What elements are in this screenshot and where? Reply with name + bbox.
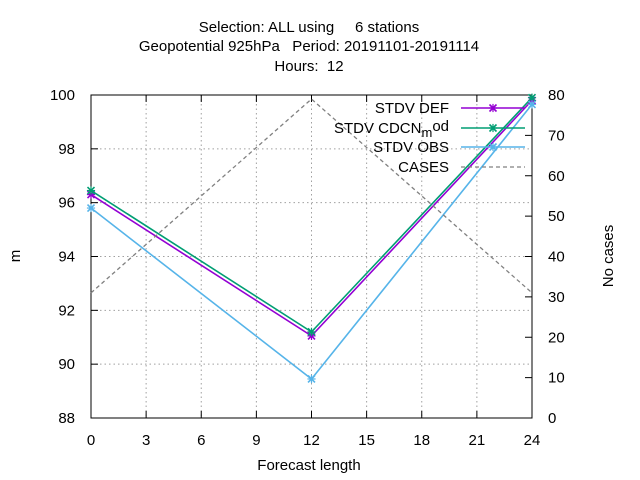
series-marker xyxy=(488,103,498,113)
y2-tick-label: 50 xyxy=(548,208,565,225)
chart-title: Selection: ALL using 6 stations Geopoten… xyxy=(139,19,479,75)
x-tick-label: 9 xyxy=(252,432,260,449)
gridlines xyxy=(91,95,532,418)
y2-tick-label: 20 xyxy=(548,329,565,346)
series-marker xyxy=(86,186,96,195)
y-axis: 88 90 92 94 96 98 100 xyxy=(50,87,98,427)
x-tick-label: 0 xyxy=(87,432,95,449)
series-marker xyxy=(527,93,537,102)
y2-tick-label: 30 xyxy=(548,289,565,306)
title-line-1: Selection: ALL using 6 stations xyxy=(199,19,419,36)
y2-tick-label: 10 xyxy=(548,370,565,387)
legend-label: STDV DEF xyxy=(375,100,449,117)
legend-label: STDV CDCNmod xyxy=(334,118,449,140)
x-tick-label: 15 xyxy=(358,432,375,449)
y-tick-label: 88 xyxy=(58,410,75,427)
y2-tick-label: 70 xyxy=(548,127,565,144)
series-marker xyxy=(307,327,316,336)
y2-tick-label: 0 xyxy=(548,410,556,427)
y-tick-label: 96 xyxy=(58,195,75,212)
y-tick-label: 98 xyxy=(58,141,75,158)
x-tick-label: 3 xyxy=(142,432,150,449)
series-marker xyxy=(488,123,498,133)
legend-label: STDV OBS xyxy=(373,139,449,156)
series-line-stdv-cdcn-mod xyxy=(90,97,533,333)
x-tick-label: 6 xyxy=(197,432,205,449)
y-axis-label: m xyxy=(7,250,24,263)
x-tick-label: 12 xyxy=(303,432,320,449)
y2-axis: 0 10 20 30 40 50 60 70 80 xyxy=(525,87,565,427)
series-marker xyxy=(527,100,537,109)
y-tick-label: 100 xyxy=(50,87,75,104)
x-tick-label: 24 xyxy=(524,432,541,449)
y2-tick-label: 60 xyxy=(548,168,565,185)
x-tick-label: 18 xyxy=(413,432,430,449)
x-axis: 0 3 6 9 12 15 18 21 24 xyxy=(87,95,541,449)
y2-tick-label: 40 xyxy=(548,249,565,266)
title-line-2: Geopotential 925hPa Period: 20191101-201… xyxy=(139,38,479,55)
series-layer xyxy=(86,93,537,384)
y2-axis-label: No cases xyxy=(600,225,617,288)
x-tick-label: 21 xyxy=(469,432,486,449)
y2-tick-label: 80 xyxy=(548,87,565,104)
series-marker xyxy=(86,203,96,213)
series-marker xyxy=(488,142,498,152)
title-line-3: Hours: 12 xyxy=(274,58,343,75)
y-tick-label: 90 xyxy=(58,356,75,373)
y-tick-label: 94 xyxy=(58,249,75,266)
y-tick-label: 92 xyxy=(58,302,75,319)
series-marker xyxy=(307,374,316,384)
x-axis-label: Forecast length xyxy=(257,457,360,474)
legend-label: CASES xyxy=(398,159,449,176)
